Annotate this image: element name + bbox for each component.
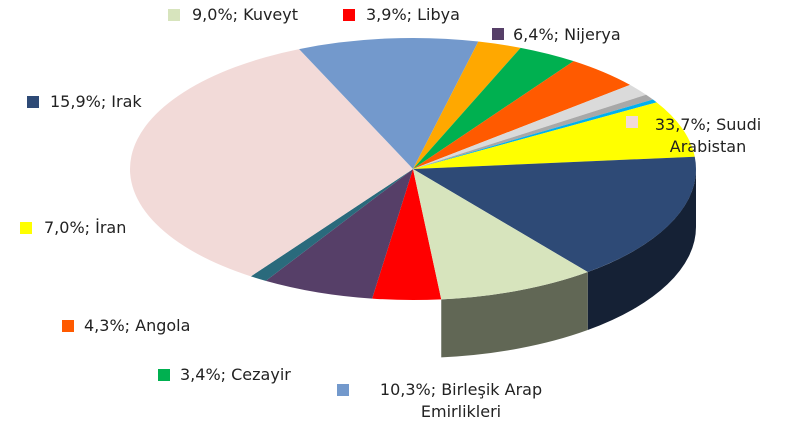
slice <box>413 102 695 169</box>
label-key <box>20 222 32 234</box>
slice <box>265 169 413 299</box>
data-label: 9,0%; Kuveyt <box>192 5 299 24</box>
label-key <box>343 9 355 21</box>
data-label: 4,3%; Angola <box>84 316 191 335</box>
data-label: 3,9%; Libya <box>366 5 460 24</box>
data-label: 15,9%; Irak <box>50 92 142 111</box>
slice-side <box>587 169 696 331</box>
data-label: 10,3%; Birleşik Arap Emirlikleri <box>379 380 543 421</box>
slice <box>299 37 479 169</box>
label-key <box>27 96 39 108</box>
label-key <box>168 9 180 21</box>
data-label: 33,7%; Suudi Arabistan <box>654 115 762 156</box>
data-label: 3,4%; Cezayir <box>180 365 291 384</box>
slice <box>413 156 697 273</box>
slice-side <box>441 272 588 358</box>
slice <box>413 94 653 169</box>
slice <box>372 169 442 300</box>
label-key <box>337 384 349 396</box>
slice <box>413 47 574 169</box>
slice <box>413 169 588 300</box>
slice <box>413 41 521 169</box>
slice <box>129 49 413 277</box>
slice <box>413 99 657 169</box>
label-key <box>62 320 74 332</box>
data-label: 6,4%; Nijerya <box>513 25 621 44</box>
slice <box>413 84 647 169</box>
label-key <box>158 369 170 381</box>
data-label: 7,0%; İran <box>44 218 127 237</box>
slice <box>413 61 631 169</box>
label-key <box>626 116 638 128</box>
slice <box>250 169 413 281</box>
label-key <box>492 28 504 40</box>
